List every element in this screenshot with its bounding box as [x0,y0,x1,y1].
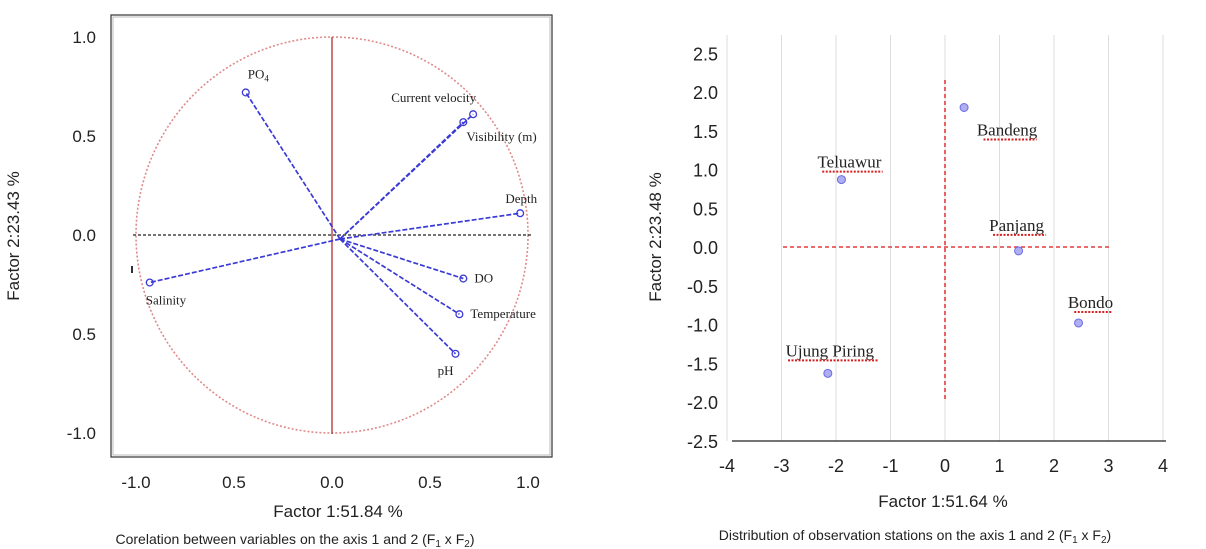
left-x-axis-title: Factor 1:51.84 % [273,502,402,521]
vector-visibility-m [339,121,464,240]
left-y-tick-label: 0.5 [72,127,96,146]
vector-do [339,238,464,280]
station-point-bondo [1074,318,1084,328]
vector-end-visibility-m [459,118,468,127]
right-x-tick-label: 1 [994,456,1004,476]
vector-end-po [241,88,250,97]
right-y-axis-title: Factor 2:23.48 % [646,172,665,301]
right-x-tick-label: 2 [1049,456,1059,476]
right-x-tick-label: 0 [940,456,950,476]
variable-label-current-velocity: Current velocity [391,90,476,105]
vector-end-temperature [455,310,464,319]
left-x-tick-label: 0.5 [418,473,442,492]
station-point-teluawur [836,175,846,185]
variable-label-visibility-m: Visibility (m) [466,129,536,144]
vector-temperature [339,238,460,315]
left-y-tick-label: 0.0 [72,226,96,245]
left-caption: Corelation between variables on the axis… [116,531,475,549]
variable-label-temperature: Temperature [470,306,536,321]
vector-po [245,91,341,240]
vector-salinity [149,238,341,284]
station-point-panjang [1014,246,1024,256]
right-y-tick-label: 2.0 [693,83,718,103]
left-y-tick-label: 0.5 [72,325,96,344]
vector-end-depth [516,209,525,218]
right-y-tick-label: -2.0 [687,393,718,413]
vector-ph [339,238,457,355]
left-x-tick-label: 0.0 [320,473,344,492]
variable-label-depth: Depth [505,191,537,206]
station-point-ujung-piring [823,368,833,378]
right-x-tick-label: -4 [719,456,735,476]
right-caption: Distribution of observation stations on … [719,527,1111,546]
right-y-tick-label: 0.0 [693,238,718,258]
right-x-tick-label: -1 [882,456,898,476]
right-y-tick-label: 1.0 [693,161,718,181]
left-y-axis-title: Factor 2:23.43 % [4,171,23,300]
variable-label-subscript-po: 4 [264,73,269,83]
right-y-tick-label: -0.5 [687,277,718,297]
right-x-axis-title: Factor 1:51.64 % [878,492,1007,511]
right-x-tick-label: 3 [1103,456,1113,476]
station-label-ujung-piring: Ujung Piring [786,341,875,360]
vector-depth [339,212,521,240]
left-y-tick-label: 1.0 [72,28,96,47]
right-y-tick-label: -1.5 [687,354,718,374]
right-x-tick-label: -2 [828,456,844,476]
right-y-tick-label: -2.5 [687,432,718,452]
vector-end-ph [451,349,460,358]
vector-end-do [459,274,468,283]
left-x-tick-label: 0.5 [222,473,246,492]
right-y-tick-label: -1.0 [687,316,718,336]
vector-end-current-velocity [469,110,478,119]
correlation-chart: PO4 Current velocity Visibility (m) Depth DO… [4,14,553,549]
station-label-bondo: Bondo [1068,293,1113,312]
right-y-tick-label: 1.5 [693,122,718,142]
station-label-bandeng: Bandeng [977,121,1038,140]
stations-chart: -4 -3 -2 -1 0 1 2 3 4 2.5 2.0 1.5 1.0 0.5 0.0 -0.5 -1.0 -… [646,35,1168,546]
right-x-tick-label: -3 [773,456,789,476]
variable-label-ph: pH [438,363,454,378]
station-label-teluawur: Teluawur [817,153,881,172]
variable-label-do: DO [474,271,493,286]
right-y-tick-label: 0.5 [693,199,718,219]
station-label-panjang: Panjang [989,216,1044,235]
variable-label-po: PO4 [248,66,270,83]
left-x-tick-label: -1.0 [121,473,150,492]
right-x-tick-label: 4 [1158,456,1168,476]
variable-label-salinity: Salinity [146,293,187,308]
left-y-tick-label: -1.0 [67,424,96,443]
left-plot-inner-frame [112,16,551,456]
left-x-tick-label: 1.0 [516,473,540,492]
right-y-tick-label: 2.5 [693,44,718,64]
station-point-bandeng [959,103,969,112]
vector-end-salinity [145,278,154,287]
